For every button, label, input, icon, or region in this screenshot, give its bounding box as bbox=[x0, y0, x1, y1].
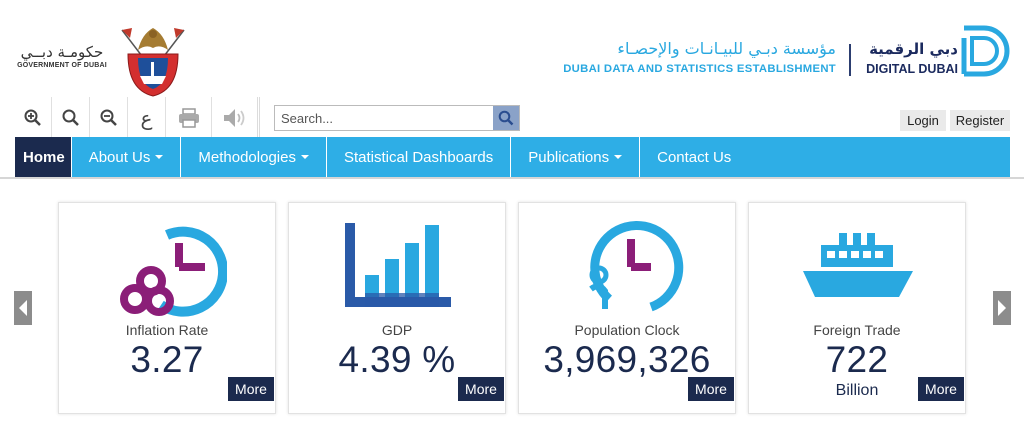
stat-value: 3.27 bbox=[130, 339, 204, 380]
chevron-right-icon bbox=[998, 300, 1006, 316]
dd-english-text: DIGITAL DUBAI bbox=[866, 62, 958, 76]
stat-label: Inflation Rate bbox=[125, 322, 209, 338]
carousel-prev-button[interactable] bbox=[14, 291, 32, 325]
more-button[interactable]: More bbox=[688, 377, 734, 401]
dd-arabic-text: دبي الرقمية bbox=[869, 40, 958, 58]
nav-statistical-dashboards[interactable]: Statistical Dashboards bbox=[327, 137, 512, 177]
search-icon bbox=[498, 110, 514, 126]
stat-card-gdp[interactable]: GDP 4.39 % More bbox=[288, 202, 506, 414]
nav-home[interactable]: Home bbox=[15, 137, 72, 177]
nav-about-us[interactable]: About Us bbox=[72, 137, 182, 177]
stat-card-inflation[interactable]: Inflation Rate 3.27 More bbox=[58, 202, 276, 414]
stat-label: GDP bbox=[381, 322, 413, 338]
stat-label: Population Clock bbox=[574, 322, 680, 338]
dubai-emblem-icon bbox=[121, 28, 185, 97]
zoom-in-icon[interactable] bbox=[14, 97, 52, 139]
digital-dubai-d-icon bbox=[961, 25, 1010, 77]
more-button[interactable]: More bbox=[228, 377, 274, 401]
nav-publications-label: Publications bbox=[528, 148, 610, 166]
chevron-down-icon bbox=[614, 155, 623, 159]
register-button[interactable]: Register bbox=[950, 110, 1010, 131]
nav-contact-us-label: Contact Us bbox=[657, 148, 732, 166]
nav-divider bbox=[0, 177, 1024, 179]
gov-arabic-text: حكومـة دبــي bbox=[20, 43, 104, 61]
accessibility-toolbar: ع bbox=[14, 97, 260, 139]
nav-contact-us[interactable]: Contact Us bbox=[640, 137, 748, 177]
chevron-down-icon bbox=[300, 155, 309, 159]
search-input[interactable] bbox=[275, 106, 494, 130]
site-header: حكومـة دبــي GOVERNMENT OF DUBAI مؤسسة د… bbox=[0, 0, 1024, 100]
nav-methodologies[interactable]: Methodologies bbox=[181, 137, 327, 177]
nav-about-us-label: About Us bbox=[88, 148, 151, 166]
arabic-language-icon[interactable]: ع bbox=[128, 97, 166, 139]
dsc-arabic-text: مؤسسة دبـي للبيـانـات والإحصـاء bbox=[617, 39, 836, 58]
nav-home-label: Home bbox=[23, 148, 65, 166]
ship-icon bbox=[803, 233, 913, 297]
stat-card-foreign-trade[interactable]: Foreign Trade 722 Billion More bbox=[748, 202, 966, 414]
login-button[interactable]: Login bbox=[900, 110, 946, 131]
arabic-glyph: ع bbox=[140, 106, 153, 130]
gdp-bar-chart-icon bbox=[345, 223, 451, 307]
stat-value: 3,969,326 bbox=[543, 339, 711, 380]
print-icon[interactable] bbox=[166, 97, 212, 139]
dsc-logo[interactable]: مؤسسة دبـي للبيـانـات والإحصـاء DUBAI DA… bbox=[552, 39, 836, 76]
chevron-down-icon bbox=[155, 155, 164, 159]
zoom-reset-icon[interactable] bbox=[52, 97, 90, 139]
zoom-out-icon[interactable] bbox=[90, 97, 128, 139]
inflation-icon bbox=[120, 226, 227, 317]
search-button[interactable] bbox=[493, 106, 519, 130]
stat-unit: Billion bbox=[835, 382, 879, 399]
logo-divider bbox=[849, 44, 851, 76]
speaker-icon[interactable] bbox=[212, 97, 260, 139]
government-of-dubai-logo[interactable]: حكومـة دبــي GOVERNMENT OF DUBAI bbox=[14, 44, 110, 69]
stat-value: 722 bbox=[825, 339, 889, 380]
dsc-english-text: DUBAI DATA AND STATISTICS ESTABLISHMENT bbox=[563, 63, 836, 75]
more-button[interactable]: More bbox=[918, 377, 964, 401]
search-box bbox=[274, 105, 520, 131]
chevron-left-icon bbox=[19, 300, 27, 316]
nav-statistical-dashboards-label: Statistical Dashboards bbox=[343, 148, 494, 166]
stat-value: 4.39 % bbox=[338, 339, 456, 380]
more-button[interactable]: More bbox=[458, 377, 504, 401]
nav-publications[interactable]: Publications bbox=[511, 137, 641, 177]
population-clock-icon bbox=[589, 220, 684, 312]
digital-dubai-logo[interactable]: دبي الرقمية DIGITAL DUBAI bbox=[862, 40, 958, 76]
carousel-next-button[interactable] bbox=[993, 291, 1011, 325]
stat-label: Foreign Trade bbox=[813, 322, 901, 338]
main-nav: Home About Us Methodologies Statistical … bbox=[15, 137, 1010, 177]
stat-card-population[interactable]: Population Clock 3,969,326 More bbox=[518, 202, 736, 414]
gov-english-text: GOVERNMENT OF DUBAI bbox=[17, 62, 107, 69]
nav-methodologies-label: Methodologies bbox=[198, 148, 296, 166]
